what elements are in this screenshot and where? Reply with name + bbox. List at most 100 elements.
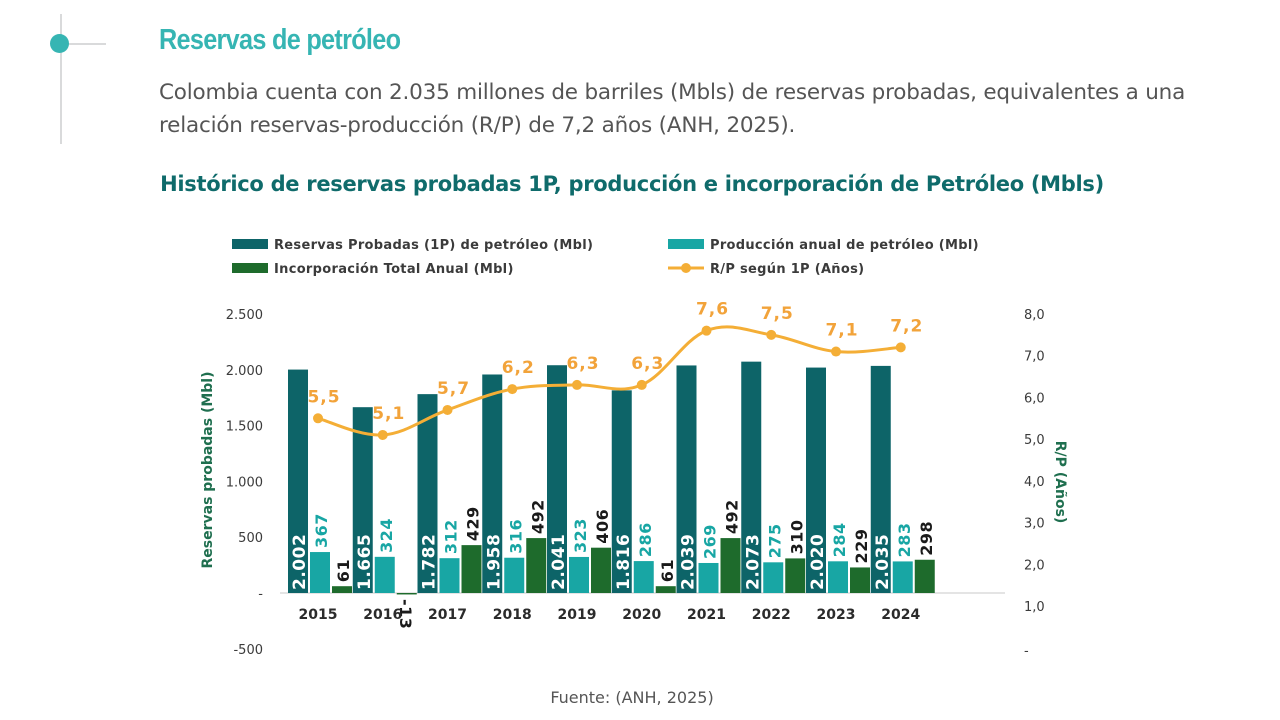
y-tick-label: - xyxy=(258,587,263,602)
bar-label-reserves: 1.665 xyxy=(355,534,375,590)
bar-production-2023 xyxy=(828,561,848,593)
legend-swatch-0 xyxy=(232,239,268,249)
bar-reserves-2022 xyxy=(741,361,762,593)
legend-label-3: R/P según 1P (Años) xyxy=(710,262,864,277)
rp-label: 6,2 xyxy=(502,358,535,378)
bar-production-2017 xyxy=(439,558,460,593)
y-tick-label: 2.000 xyxy=(226,364,263,379)
rp-line xyxy=(317,325,901,437)
bar-label-production: 269 xyxy=(701,524,720,559)
bar-label-production: 275 xyxy=(765,523,784,558)
rp-point-2020 xyxy=(636,379,647,390)
rp-point-2017 xyxy=(442,404,453,415)
bar-label-reserves: 1.958 xyxy=(484,534,504,590)
bar-label-reserves: 1.782 xyxy=(420,534,440,590)
y-tick-label: 1.500 xyxy=(226,420,263,435)
bar-label-incorporation: 61 xyxy=(658,559,677,582)
y-tick-label: 2.500 xyxy=(226,308,263,323)
rp-point-2015 xyxy=(313,413,323,424)
x-tick-label: 2020 xyxy=(622,607,661,623)
x-tick-label: 2019 xyxy=(558,607,597,623)
timeline-line xyxy=(60,14,62,144)
bar-production-2020 xyxy=(633,561,654,593)
bar-production-2015 xyxy=(310,552,330,593)
rp-point-2019 xyxy=(572,379,582,390)
page-title: Reservas de petróleo xyxy=(159,24,401,56)
bar-label-incorporation: 492 xyxy=(723,499,742,534)
bar-label-production: 286 xyxy=(636,522,655,557)
source-note: Fuente: (ANH, 2025) xyxy=(550,688,714,707)
bar-label-reserves: 1.816 xyxy=(614,534,634,590)
bar-label-reserves: 2.020 xyxy=(808,534,828,590)
bar-reserves-2017 xyxy=(417,394,438,593)
bar-label-production: 367 xyxy=(312,513,331,548)
bar-incorporation-2023 xyxy=(850,567,870,593)
bar-label-reserves: 2.073 xyxy=(743,534,763,590)
bar-label-reserves: 2.041 xyxy=(549,534,569,590)
bar-incorporation-2022 xyxy=(785,558,806,593)
x-tick-label: 2022 xyxy=(752,607,791,623)
rp-point-2018 xyxy=(507,384,518,395)
bar-label-production: 284 xyxy=(830,522,849,557)
y2-tick-label: 2,0 xyxy=(1024,558,1045,573)
y-tick-label: 1.000 xyxy=(226,475,263,490)
rp-label: 7,2 xyxy=(890,316,923,336)
legend-swatch-1 xyxy=(668,239,704,249)
bar-label-production: 283 xyxy=(895,523,914,558)
bar-label-incorporation: 429 xyxy=(464,506,483,541)
bar-label-incorporation: 298 xyxy=(917,521,936,556)
legend-swatch-marker xyxy=(681,263,691,273)
rp-label: 7,1 xyxy=(825,321,858,341)
bar-incorporation-2024 xyxy=(914,559,935,593)
y2-tick-label: 6,0 xyxy=(1024,391,1045,406)
rp-label: 7,5 xyxy=(761,304,794,324)
y2-tick-label: 7,0 xyxy=(1024,350,1045,365)
bar-production-2024 xyxy=(892,561,913,593)
bar-label-production: 324 xyxy=(377,518,396,553)
x-tick-label: 2023 xyxy=(817,607,856,623)
bar-reserves-2016 xyxy=(352,407,373,593)
bar-label-production: 312 xyxy=(442,519,461,554)
bar-incorporation-2016 xyxy=(396,593,417,595)
x-tick-label: 2015 xyxy=(299,607,338,623)
legend-label-2: Incorporación Total Anual (Mbl) xyxy=(274,262,514,277)
y2-axis-title: R/P (Años) xyxy=(1052,441,1068,524)
rp-label: 7,6 xyxy=(696,300,729,320)
rp-label: 5,7 xyxy=(437,379,470,399)
rp-label: 5,5 xyxy=(307,387,340,407)
timeline-connector xyxy=(60,43,106,45)
rp-point-2022 xyxy=(766,329,777,340)
bar-label-incorporation: 61 xyxy=(334,559,353,582)
y-tick-label: -500 xyxy=(233,643,263,658)
rp-point-2016 xyxy=(377,429,388,440)
bar-label-reserves: 2.002 xyxy=(290,534,310,590)
y2-tick-label: 8,0 xyxy=(1024,308,1045,323)
bar-label-incorporation: 310 xyxy=(787,519,806,554)
y2-tick-label: 3,0 xyxy=(1024,517,1045,532)
oil-reserves-chart: Reservas Probadas (1P) de petróleo (Mbl)… xyxy=(200,238,1068,659)
bar-reserves-2019 xyxy=(547,365,567,593)
bar-incorporation-2020 xyxy=(655,586,676,593)
bar-incorporation-2017 xyxy=(461,545,482,593)
rp-point-2024 xyxy=(895,342,906,353)
bar-label-incorporation: 406 xyxy=(593,509,612,544)
bar-incorporation-2019 xyxy=(591,547,611,593)
legend-label-1: Producción anual de petróleo (Mbl) xyxy=(710,238,979,253)
bar-reserves-2021 xyxy=(676,365,697,593)
x-tick-label: 2024 xyxy=(881,607,920,623)
y2-tick-label: - xyxy=(1024,644,1029,659)
chart-title: Histórico de reservas probadas 1P, produ… xyxy=(160,172,1104,196)
rp-point-2023 xyxy=(831,346,841,357)
bar-label-production: 316 xyxy=(506,519,525,554)
bar-production-2016 xyxy=(374,556,395,593)
legend-swatch-2 xyxy=(232,263,268,273)
bar-reserves-2023 xyxy=(806,367,826,593)
x-tick-label: 2016 xyxy=(363,607,402,623)
x-tick-label: 2017 xyxy=(428,607,467,623)
y2-tick-label: 4,0 xyxy=(1024,475,1045,490)
bar-production-2019 xyxy=(569,556,589,593)
bar-reserves-2024 xyxy=(870,365,891,593)
rp-point-2021 xyxy=(701,325,712,336)
x-tick-label: 2018 xyxy=(493,607,532,623)
y-axis-title: Reservas probadas (Mbl) xyxy=(200,371,216,568)
